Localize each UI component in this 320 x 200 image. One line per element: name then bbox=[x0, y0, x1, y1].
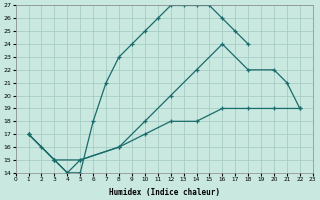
X-axis label: Humidex (Indice chaleur): Humidex (Indice chaleur) bbox=[109, 188, 220, 197]
